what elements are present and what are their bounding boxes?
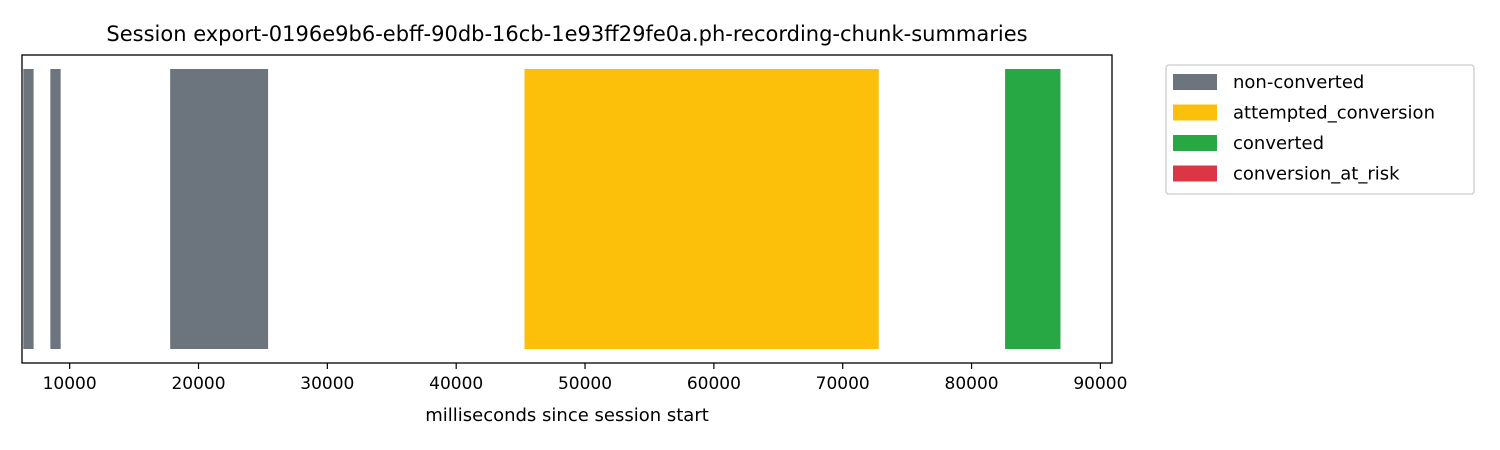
x-tick-label: 10000 [43, 374, 97, 394]
legend-label-non-converted: non-converted [1233, 72, 1364, 93]
x-tick-label: 20000 [171, 374, 225, 394]
x-axis: 10000 20000 30000 40000 50000 60000 70000 80000… [43, 363, 1127, 394]
segment-attempted-conversion-1 [524, 69, 879, 349]
x-tick-label: 70000 [816, 374, 870, 394]
segment-converted-1 [1005, 69, 1061, 349]
x-tick-label: 50000 [558, 374, 612, 394]
legend: non-converted attempted_conversionconvert… [1165, 64, 1475, 195]
x-tick-label: 80000 [945, 374, 999, 394]
plot-frame [21, 54, 1113, 364]
segment-non-converted-1 [23, 69, 34, 349]
x-axis-label: milliseconds since session start [425, 405, 709, 426]
x-tick-label: 60000 [687, 374, 741, 394]
x-tick-label: 30000 [300, 374, 354, 394]
legend-label-attempted-conversion: attempted_conversion [1233, 103, 1435, 124]
segment-non-converted-2 [50, 69, 61, 349]
chart-title: Session export-0196e9b6-ebff-90db-16cb-1… [106, 22, 1027, 46]
timeline-bars [23, 69, 1061, 349]
legend-swatch-non-converted [1173, 74, 1217, 90]
legend-swatch-attempted-conversion [1173, 104, 1217, 121]
legend-frame [1165, 64, 1475, 195]
x-tick-label: 90000 [1073, 374, 1127, 394]
legend-swatch-conversion-at-risk [1173, 165, 1217, 182]
legend-swatch-converted [1173, 135, 1217, 151]
legend-label-converted: converted [1233, 133, 1324, 154]
segment-non-converted-3 [170, 69, 269, 349]
x-tick-label: 40000 [429, 374, 483, 394]
legend-label-conversion-at-risk: conversion_at_risk [1233, 164, 1400, 185]
